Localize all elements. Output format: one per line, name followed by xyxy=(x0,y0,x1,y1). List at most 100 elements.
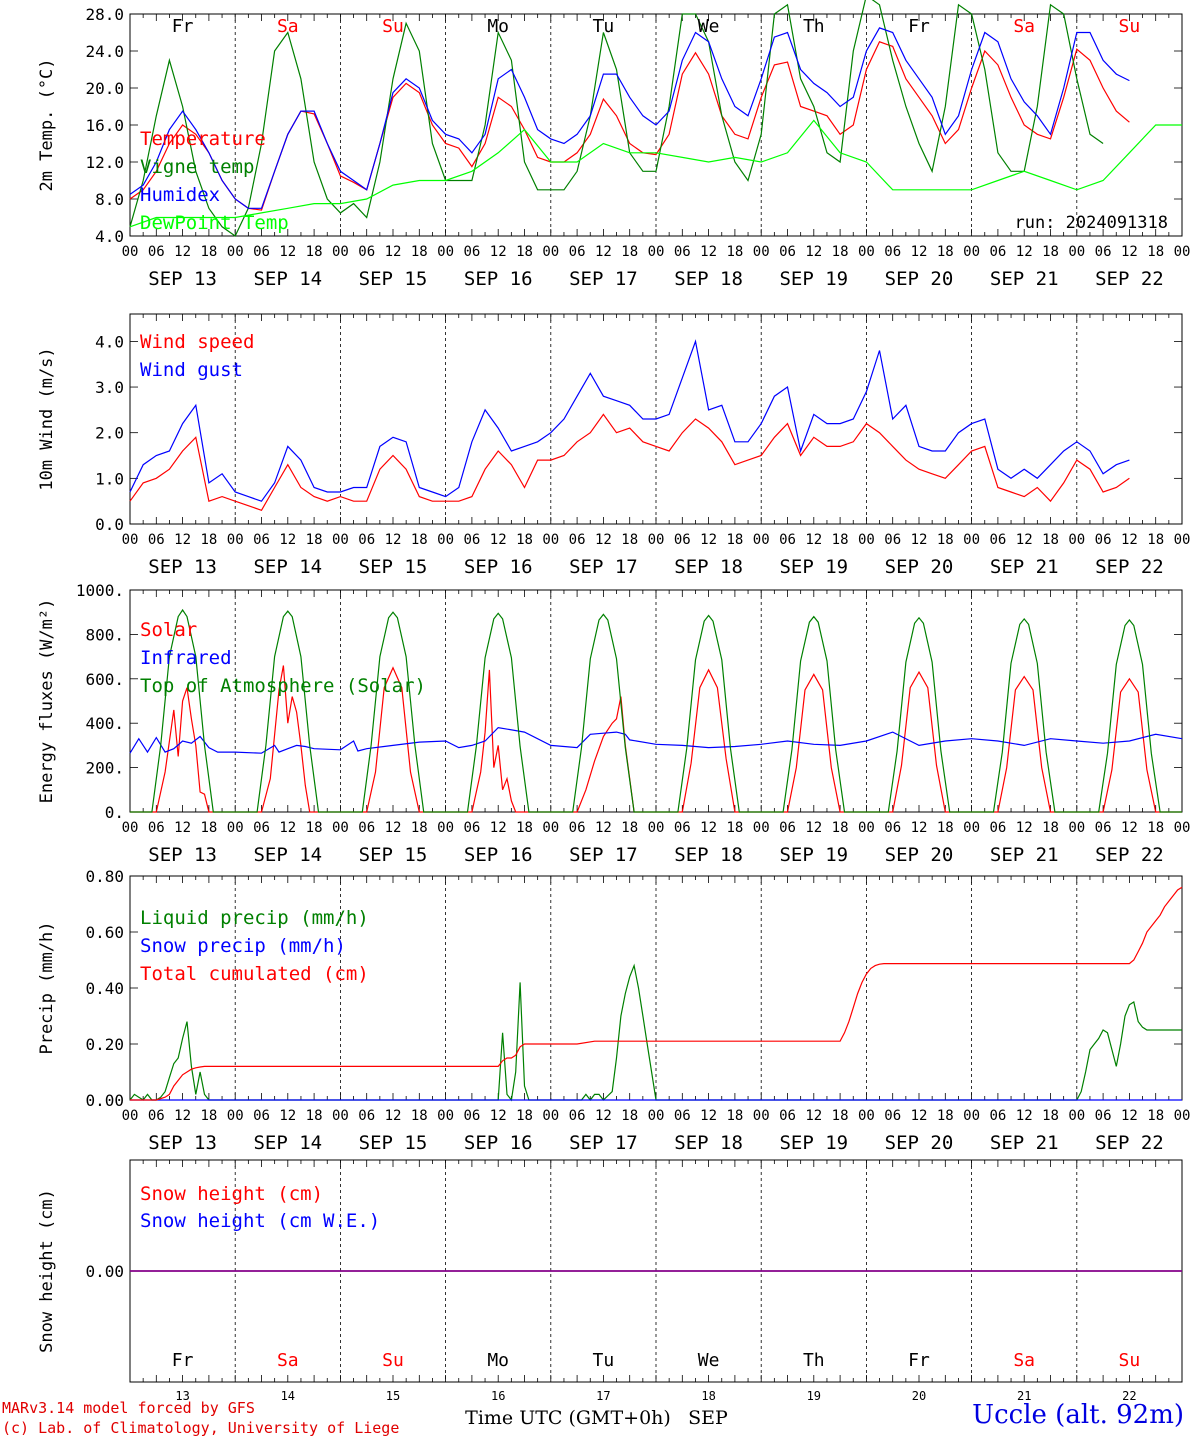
hour-tick-label: 18 xyxy=(621,532,638,548)
y-tick-label: 0. xyxy=(105,803,124,822)
hour-tick-label: 12 xyxy=(279,1108,296,1124)
hour-tick-label: 12 xyxy=(1121,244,1138,260)
hour-tick-label: 06 xyxy=(779,820,796,836)
hour-tick-label: 12 xyxy=(1121,820,1138,836)
weekday-label: Th xyxy=(803,1350,825,1371)
hour-tick-label: 18 xyxy=(411,820,428,836)
hour-tick-label: 06 xyxy=(884,244,901,260)
hour-tick-label: 12 xyxy=(1016,244,1033,260)
hour-tick-label: 18 xyxy=(832,820,849,836)
date-label: SEP 14 xyxy=(253,844,322,866)
hour-tick-label: 06 xyxy=(779,244,796,260)
hour-tick-label: 06 xyxy=(569,820,586,836)
y-tick-label: 0.80 xyxy=(85,867,124,886)
hour-tick-label: 00 xyxy=(227,244,244,260)
hour-tick-label: 06 xyxy=(463,244,480,260)
hour-tick-label: 12 xyxy=(490,820,507,836)
hour-tick-label: 06 xyxy=(253,244,270,260)
hour-tick-label: 06 xyxy=(253,1108,270,1124)
hour-tick-label: 12 xyxy=(174,820,191,836)
weekday-label: Su xyxy=(382,1350,404,1371)
y-tick-label: 8.0 xyxy=(95,190,124,209)
hour-tick-label: 18 xyxy=(621,820,638,836)
date-label: SEP 19 xyxy=(779,844,848,866)
hour-tick-label: 06 xyxy=(989,532,1006,548)
hour-tick-label: 18 xyxy=(200,532,217,548)
date-label: SEP 16 xyxy=(464,268,533,290)
hour-tick-label: 06 xyxy=(463,820,480,836)
date-label: SEP 20 xyxy=(885,1132,954,1154)
hour-tick-label: 06 xyxy=(148,244,165,260)
series-line xyxy=(129,339,1130,502)
hour-tick-label: 00 xyxy=(227,820,244,836)
hour-tick-label: 06 xyxy=(1095,532,1112,548)
panel-1: 4.0 8.0 12.0 16.0 20.0 24.0 28.0 2m Temp. (°C) T… xyxy=(37,0,1190,290)
model-credits: MARv3.14 model forced by GFS (c) Lab. of… xyxy=(2,1398,399,1438)
hour-tick-label: 06 xyxy=(674,244,691,260)
y-tick-label: 1.0 xyxy=(95,469,124,488)
legend-label: Top of Atmosphere (Solar) xyxy=(140,675,426,697)
date-label: SEP 13 xyxy=(148,1132,217,1154)
credit-line-1: MARv3.14 model forced by GFS xyxy=(2,1399,255,1417)
run-label: run: 2024091318 xyxy=(1014,213,1168,233)
hour-tick-label: 18 xyxy=(516,244,533,260)
hour-tick-label: 18 xyxy=(1042,532,1059,548)
hour-tick-label: 12 xyxy=(911,820,928,836)
y-tick-label: 12.0 xyxy=(85,153,124,172)
hour-tick-label: 06 xyxy=(358,244,375,260)
hour-tick-label: 06 xyxy=(569,244,586,260)
hour-tick-label: 06 xyxy=(674,820,691,836)
hour-tick-label: 12 xyxy=(595,820,612,836)
hour-tick-label: 12 xyxy=(1121,532,1138,548)
hour-tick-label: 06 xyxy=(884,820,901,836)
legend-label: Vigne temp xyxy=(140,156,254,178)
hour-tick-label: 12 xyxy=(700,244,717,260)
y-tick-label: 28.0 xyxy=(85,5,124,24)
series-line xyxy=(129,726,1183,754)
hour-tick-label: 12 xyxy=(385,820,402,836)
credit-line-2: (c) Lab. of Climatology, University of L… xyxy=(2,1419,400,1437)
date-label: SEP 18 xyxy=(674,268,743,290)
hour-tick-label: 18 xyxy=(516,1108,533,1124)
legend-label: Wind speed xyxy=(140,331,254,353)
hour-tick-label: 12 xyxy=(279,820,296,836)
date-label: SEP 22 xyxy=(1095,556,1164,578)
hour-tick-label: 06 xyxy=(779,532,796,548)
hour-tick-label: 00 xyxy=(753,244,770,260)
date-label: SEP 22 xyxy=(1095,268,1164,290)
hour-tick-label: 12 xyxy=(911,532,928,548)
series-line xyxy=(130,608,1182,813)
hour-tick-label: 18 xyxy=(411,244,428,260)
date-label: SEP 20 xyxy=(885,556,954,578)
hour-tick-label: 12 xyxy=(805,532,822,548)
hour-tick-label: 00 xyxy=(753,820,770,836)
hour-tick-label: 00 xyxy=(1068,820,1085,836)
hour-tick-label: 06 xyxy=(1095,820,1112,836)
hour-tick-label: 00 xyxy=(858,820,875,836)
hour-tick-label: 00 xyxy=(1068,532,1085,548)
day-number-label: 21 xyxy=(1017,1389,1031,1403)
day-number-label: 20 xyxy=(912,1389,926,1403)
legend-label: Temperature xyxy=(140,128,266,150)
hour-tick-label: 00 xyxy=(648,1108,665,1124)
weekday-label: Th xyxy=(803,16,825,37)
hour-tick-label: 18 xyxy=(621,1108,638,1124)
legend-label: Infrared xyxy=(140,647,232,669)
date-label: SEP 15 xyxy=(359,1132,428,1154)
y-tick-label: 2.0 xyxy=(95,424,124,443)
date-label: SEP 21 xyxy=(990,268,1059,290)
hour-tick-label: 12 xyxy=(174,244,191,260)
date-label: SEP 13 xyxy=(148,268,217,290)
y-axis-label: Snow height (cm) xyxy=(37,1189,57,1353)
hour-tick-label: 18 xyxy=(200,1108,217,1124)
hour-tick-label: 00 xyxy=(542,820,559,836)
hour-tick-label: 12 xyxy=(490,1108,507,1124)
hour-tick-label: 00 xyxy=(1174,1108,1191,1124)
y-tick-label: 400. xyxy=(85,714,124,733)
hour-tick-label: 12 xyxy=(911,244,928,260)
hour-tick-label: 06 xyxy=(884,532,901,548)
weekday-label: Mo xyxy=(487,16,509,37)
hour-tick-label: 12 xyxy=(700,820,717,836)
weekday-label: Fr xyxy=(172,16,194,37)
series-line xyxy=(129,963,1182,1102)
